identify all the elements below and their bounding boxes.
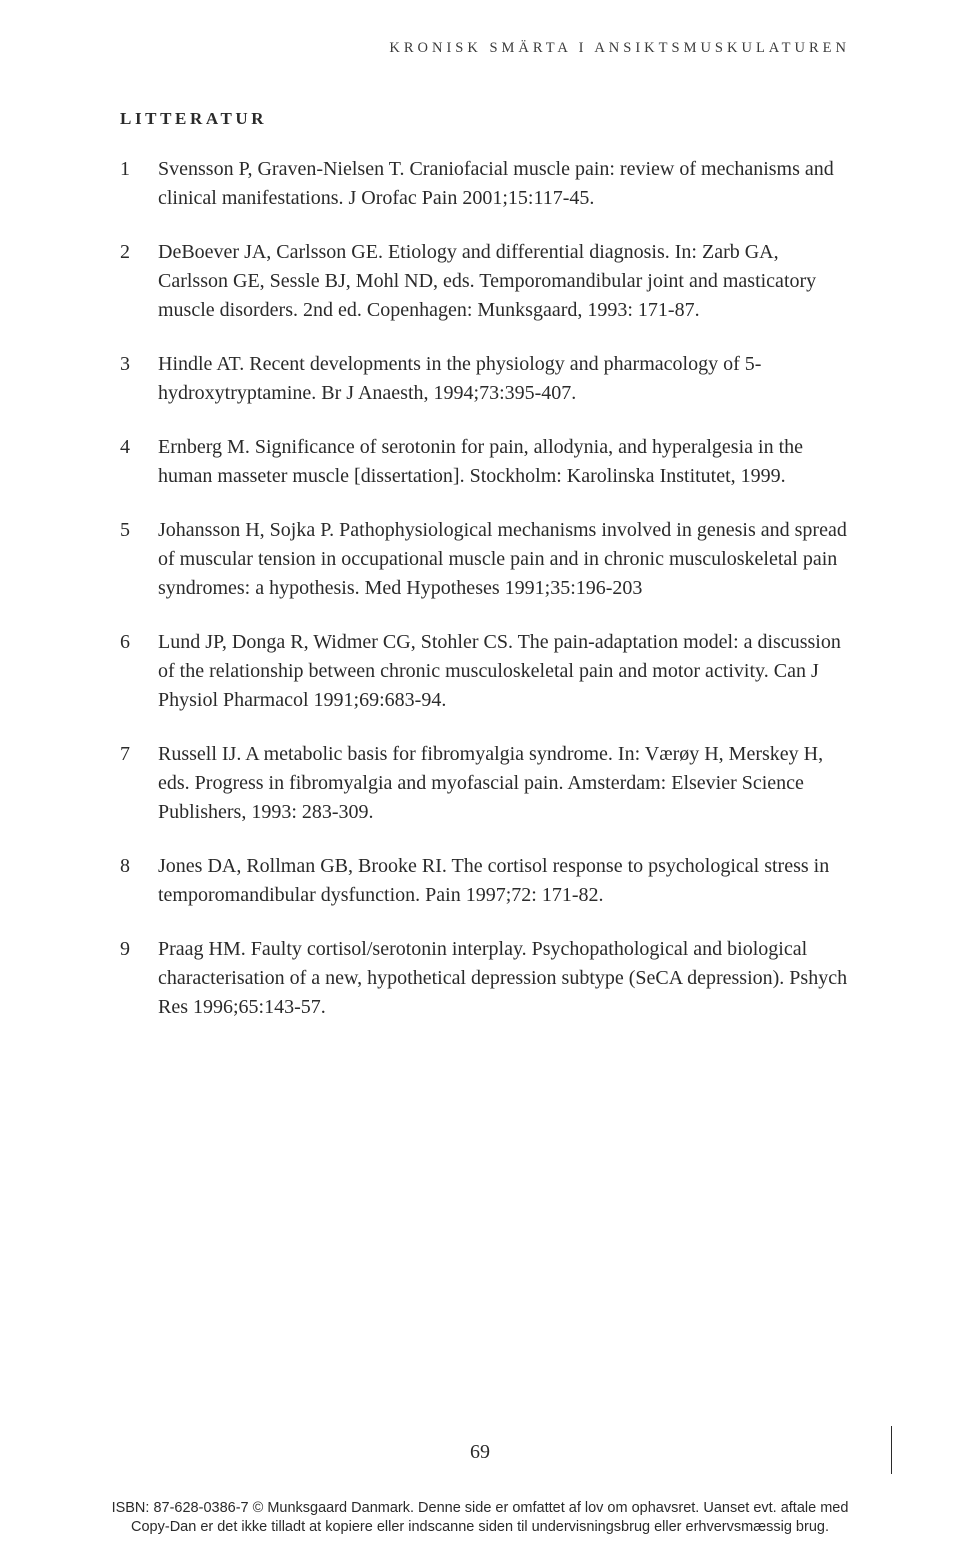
footer-line-1: ISBN: 87-628-0386-7 © Munksgaard Danmark…	[0, 1499, 960, 1519]
reference-text: Johansson H, Sojka P. Pathophysiological…	[158, 516, 850, 603]
reference-number: 4	[120, 433, 158, 491]
reference-text: Ernberg M. Significance of serotonin for…	[158, 433, 850, 491]
reference-number: 9	[120, 935, 158, 1022]
reference-item: 7 Russell IJ. A metabolic basis for fibr…	[120, 740, 850, 827]
reference-text: Hindle AT. Recent developments in the ph…	[158, 350, 850, 408]
reference-text: Jones DA, Rollman GB, Brooke RI. The cor…	[158, 852, 850, 910]
reference-item: 6 Lund JP, Donga R, Widmer CG, Stohler C…	[120, 628, 850, 715]
reference-item: 8 Jones DA, Rollman GB, Brooke RI. The c…	[120, 852, 850, 910]
reference-text: DeBoever JA, Carlsson GE. Etiology and d…	[158, 238, 850, 325]
reference-text: Russell IJ. A metabolic basis for fibrom…	[158, 740, 850, 827]
reference-number: 8	[120, 852, 158, 910]
reference-item: 4 Ernberg M. Significance of serotonin f…	[120, 433, 850, 491]
page: KRONISK SMÄRTA I ANSIKTSMUSKULATUREN LIT…	[0, 0, 960, 1552]
reference-number: 7	[120, 740, 158, 827]
reference-number: 3	[120, 350, 158, 408]
reference-number: 2	[120, 238, 158, 325]
reference-item: 9 Praag HM. Faulty cortisol/serotonin in…	[120, 935, 850, 1022]
page-number-rule	[891, 1426, 892, 1474]
copyright-footer: ISBN: 87-628-0386-7 © Munksgaard Danmark…	[0, 1499, 960, 1538]
reference-item: 2 DeBoever JA, Carlsson GE. Etiology and…	[120, 238, 850, 325]
reference-item: 3 Hindle AT. Recent developments in the …	[120, 350, 850, 408]
reference-number: 1	[120, 155, 158, 213]
reference-item: 5 Johansson H, Sojka P. Pathophysiologic…	[120, 516, 850, 603]
footer-line-2: Copy-Dan er det ikke tilladt at kopiere …	[0, 1518, 960, 1538]
reference-text: Lund JP, Donga R, Widmer CG, Stohler CS.…	[158, 628, 850, 715]
reference-text: Praag HM. Faulty cortisol/serotonin inte…	[158, 935, 850, 1022]
section-title-litteratur: LITTERATUR	[120, 109, 850, 129]
page-number: 69	[0, 1441, 960, 1464]
reference-number: 6	[120, 628, 158, 715]
reference-list: 1 Svensson P, Graven-Nielsen T. Craniofa…	[120, 155, 850, 1022]
reference-item: 1 Svensson P, Graven-Nielsen T. Craniofa…	[120, 155, 850, 213]
reference-number: 5	[120, 516, 158, 603]
reference-text: Svensson P, Graven-Nielsen T. Craniofaci…	[158, 155, 850, 213]
running-head: KRONISK SMÄRTA I ANSIKTSMUSKULATUREN	[120, 40, 850, 57]
